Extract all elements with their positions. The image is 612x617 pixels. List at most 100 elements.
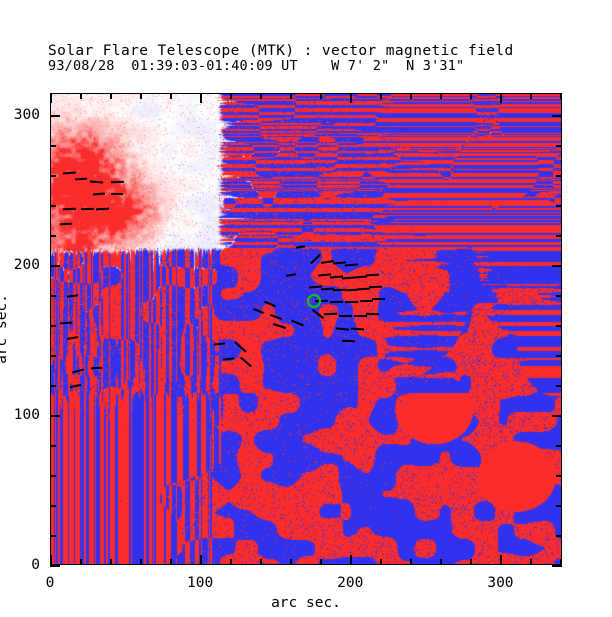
field-vector-segment [290,319,304,327]
field-vector-segment [222,357,234,361]
field-vector-segment [356,287,370,291]
field-vector-segment [295,245,305,249]
field-vector-segment [353,314,367,317]
field-vector-segment [270,314,283,321]
field-vector-segment [59,321,73,325]
y-tick-minor-right [556,385,562,387]
field-vector-segment [233,341,247,353]
field-vector-segment [371,298,385,301]
y-tick-label: 100 [13,407,40,424]
field-vector-segment [341,340,355,343]
x-tick-minor [170,559,172,565]
field-vector-segment [110,181,124,184]
x-tick-minor [290,559,292,565]
x-tick-minor [470,559,472,565]
x-tick-minor-top [170,93,172,99]
x-tick-minor-top [500,93,502,103]
x-tick-minor [560,559,562,565]
y-tick-minor [50,415,60,417]
magnetogram-canvas [51,94,561,564]
magnetogram-plot-area [50,93,562,565]
pointing-marker [306,293,321,308]
y-tick-minor [50,145,56,147]
x-tick-label: 200 [337,575,364,591]
y-tick-minor [50,265,60,267]
y-tick-minor-right [556,235,562,237]
x-tick-minor [110,559,112,565]
x-tick-minor-top [350,93,352,103]
y-tick-minor-right [556,355,562,357]
field-vector-segment [89,180,103,184]
field-vector-segment [62,208,76,211]
field-vector-segment [365,273,379,277]
field-vector-segment [320,287,334,291]
field-vector-segment [338,314,352,317]
x-tick-minor-top [260,93,262,99]
x-tick-minor-top [530,93,532,99]
y-tick-minor [50,385,56,387]
field-vector-segment [252,308,264,315]
x-tick-minor [380,559,382,565]
field-vector-segment [312,309,325,320]
y-tick-minor-right [556,445,562,447]
field-vector-segment [80,208,94,211]
y-tick-minor [50,445,56,447]
x-tick-minor-top [230,93,232,99]
field-vector-segment [317,273,331,277]
x-tick-minor [260,559,262,565]
x-tick-minor-top [110,93,112,99]
field-vector-segment [213,342,225,346]
x-tick-label: 0 [45,575,55,591]
x-tick-minor [350,555,352,565]
field-vector-segment [329,301,343,304]
field-vector-segment [332,261,346,265]
field-vector-segment [95,208,109,211]
field-vector-segment [66,336,78,341]
field-vector-segment [264,300,277,308]
x-tick-minor [80,559,82,565]
field-vector-segment [332,288,346,292]
field-vector-segment [309,253,321,265]
y-tick-minor [50,325,56,327]
vector-overlay [51,94,561,564]
field-vector-segment [286,273,297,278]
x-tick-minor [200,555,202,565]
y-tick-minor-right [556,475,562,477]
y-tick-minor-right [556,205,562,207]
x-tick-minor-top [140,93,142,99]
y-tick-minor [50,565,60,567]
field-vector-segment [368,286,382,289]
field-vector-segment [66,294,78,298]
y-tick-label: 200 [13,257,40,274]
x-tick-minor-top [470,93,472,99]
x-tick-label: 100 [187,575,214,591]
x-tick-minor [140,559,142,565]
field-vector-segment [71,368,85,374]
y-tick-minor [50,505,56,507]
y-tick-minor-right [552,115,562,117]
observation-timestamp: 93/08/28 01:39:03-01:40:09 UT W 7' 2" N … [48,58,465,74]
y-axis-title: arc sec. [0,294,10,364]
y-tick-minor [50,295,56,297]
y-tick-minor-right [556,535,562,537]
field-vector-segment [74,178,88,181]
x-tick-minor-top [80,93,82,99]
y-tick-minor-right [552,415,562,417]
field-vector-segment [365,313,379,316]
y-tick-minor [50,535,56,537]
x-tick-minor-top [290,93,292,99]
y-tick-minor-right [556,145,562,147]
field-vector-segment [335,327,349,331]
field-vector-segment [341,276,355,280]
field-vector-segment [62,171,76,175]
x-tick-label: 300 [487,575,514,591]
x-tick-minor [440,559,442,565]
field-vector-segment [350,327,364,331]
y-tick-minor-right [552,265,562,267]
x-tick-minor [320,559,322,565]
y-tick-minor [50,355,56,357]
field-vector-segment [329,275,343,279]
field-vector-segment [240,356,253,368]
y-tick-minor-right [556,505,562,507]
field-vector-segment [344,301,358,304]
